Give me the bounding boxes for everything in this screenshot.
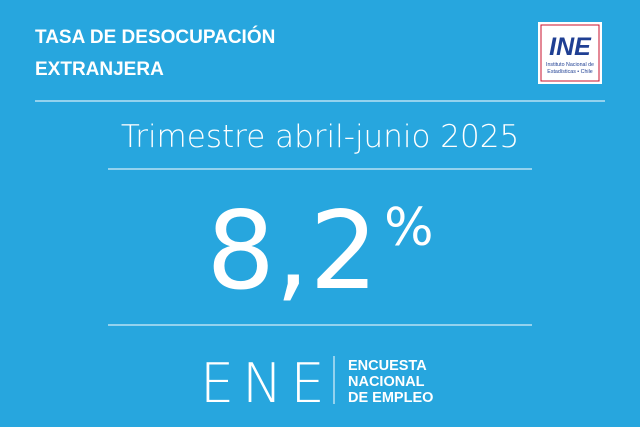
survey-name: DE EMPLEO (348, 390, 433, 406)
logo-caption: Instituto Nacional de (546, 62, 594, 68)
logo-border (540, 24, 600, 82)
title-line: EXTRANJERA (35, 59, 164, 80)
rate-value: 8,2 (206, 189, 378, 314)
logo-caption: Estadísticas • Chile (547, 69, 592, 75)
logo: INE Instituto Nacional de Estadísticas •… (538, 22, 602, 84)
logo-mark: INE (549, 33, 592, 61)
logo-box (538, 22, 602, 84)
rate-unit: % (384, 198, 433, 258)
period: Trimestre abril-junio 2025 (121, 119, 519, 155)
survey-name: NACIONAL (348, 374, 425, 390)
survey-name: ENCUESTA (348, 358, 427, 374)
acronym: ENE (200, 352, 333, 415)
title-line: TASA DE DESOCUPACIÓN (35, 26, 275, 48)
